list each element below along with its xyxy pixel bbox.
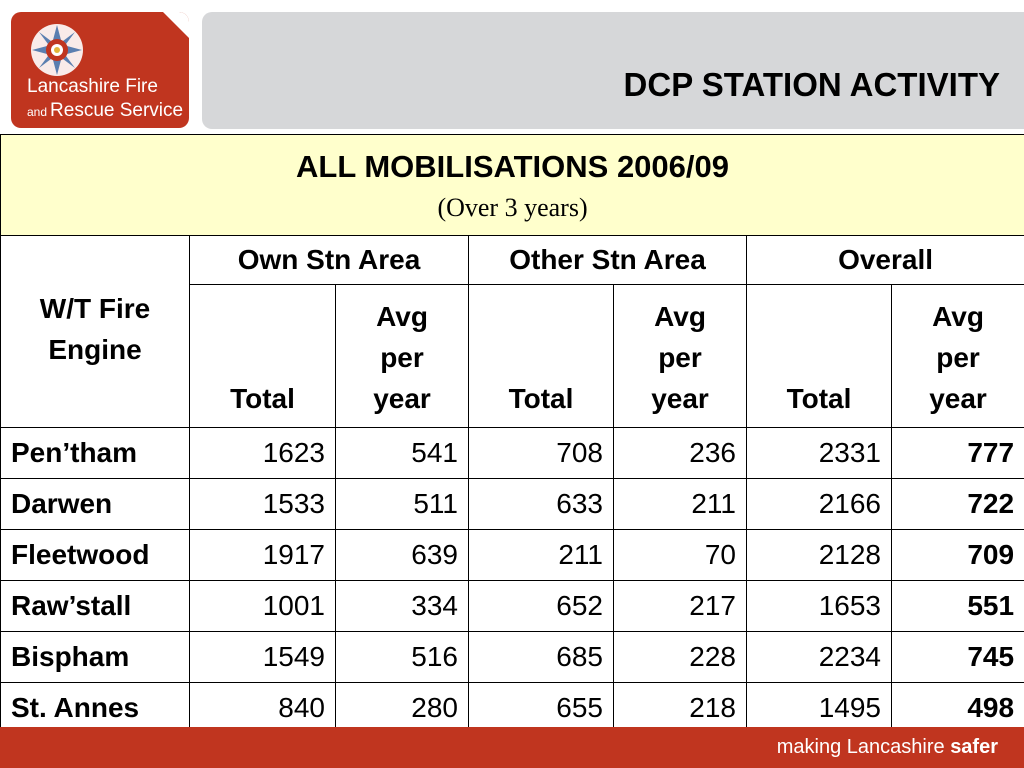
subheader-avg-line1: Avg (654, 301, 706, 332)
overall-avg-cell: 777 (890, 427, 1024, 479)
station-name: Raw’stall (0, 580, 190, 632)
own-total-cell: 840 (189, 682, 336, 734)
table-row: Fleetwood 1917 639 211 70 2128 709 (0, 529, 1024, 581)
station-name: Fleetwood (0, 529, 190, 581)
page-title: DCP STATION ACTIVITY (623, 66, 1000, 103)
logo-text-and: and (27, 105, 48, 119)
subheader-overall-total: Total (746, 284, 892, 428)
overall-avg-cell: 745 (890, 631, 1024, 683)
overall-avg-cell: 498 (890, 682, 1024, 734)
overall-total-cell: 2331 (746, 427, 892, 479)
station-name: St. Annes (0, 682, 190, 734)
own-avg-cell: 511 (335, 478, 469, 530)
footer-bar: making Lancashire safer (0, 727, 1024, 768)
subheader-avg-line3: year (373, 383, 431, 414)
subheader-own-avg: Avg per year (335, 284, 469, 428)
subheader-own-total: Total (189, 284, 336, 428)
other-avg-cell: 218 (613, 682, 747, 734)
other-avg-cell: 236 (613, 427, 747, 479)
table-caption-title: ALL MOBILISATIONS 2006/09 (296, 149, 730, 184)
mobilisations-table: ALL MOBILISATIONS 2006/09 (Over 3 years)… (0, 134, 1024, 734)
station-name: Bispham (0, 631, 190, 683)
footer-tagline-text: making Lancashire (776, 736, 945, 758)
overall-total-cell: 2128 (746, 529, 892, 581)
own-avg-cell: 639 (335, 529, 469, 581)
logo-text-line2: and Rescue Service (27, 100, 183, 122)
subheader-avg-line2: per (380, 342, 424, 373)
own-avg-cell: 280 (335, 682, 469, 734)
other-avg-cell: 70 (613, 529, 747, 581)
brand-logo: Lancashire Fire and Rescue Service (11, 12, 189, 128)
footer-tagline: making Lancashire safer (777, 736, 998, 759)
overall-total-cell: 1495 (746, 682, 892, 734)
overall-total-cell: 2166 (746, 478, 892, 530)
other-avg-cell: 217 (613, 580, 747, 632)
station-name: Darwen (0, 478, 190, 530)
own-total-cell: 1917 (189, 529, 336, 581)
logo-text-rescue-service: Rescue Service (50, 100, 184, 121)
other-avg-cell: 228 (613, 631, 747, 683)
other-total-cell: 655 (468, 682, 614, 734)
other-total-cell: 708 (468, 427, 614, 479)
own-avg-cell: 541 (335, 427, 469, 479)
overall-avg-cell: 709 (890, 529, 1024, 581)
table-row: Bispham 1549 516 685 228 2234 745 (0, 631, 1024, 683)
table-caption-subtitle: (Over 3 years) (437, 193, 588, 222)
overall-avg-cell: 551 (890, 580, 1024, 632)
logo-text-line1: Lancashire Fire (27, 76, 158, 97)
header-bar: DCP STATION ACTIVITY (202, 12, 1024, 129)
logo-corner-fold (163, 12, 189, 38)
table-caption: ALL MOBILISATIONS 2006/09 (Over 3 years) (0, 134, 1024, 236)
own-avg-cell: 516 (335, 631, 469, 683)
overall-total-cell: 2234 (746, 631, 892, 683)
subheader-avg-line3: year (929, 383, 987, 414)
overall-avg-cell: 722 (890, 478, 1024, 530)
own-total-cell: 1549 (189, 631, 336, 683)
own-total-cell: 1533 (189, 478, 336, 530)
own-total-cell: 1623 (189, 427, 336, 479)
subheader-other-avg: Avg per year (613, 284, 747, 428)
subheader-avg-line2: per (936, 342, 980, 373)
footer-tagline-bold: safer (950, 736, 998, 758)
rose-crest-icon (31, 24, 83, 76)
subheader-avg-line3: year (651, 383, 709, 414)
group-header-other: Other Stn Area (468, 235, 747, 285)
table-row: St. Annes 840 280 655 218 1495 498 (0, 682, 1024, 734)
table-row: Pen’tham 1623 541 708 236 2331 777 (0, 427, 1024, 479)
other-total-cell: 211 (468, 529, 614, 581)
overall-total-cell: 1653 (746, 580, 892, 632)
station-name: Pen’tham (0, 427, 190, 479)
other-total-cell: 633 (468, 478, 614, 530)
table-row: Darwen 1533 511 633 211 2166 722 (0, 478, 1024, 530)
other-total-cell: 652 (468, 580, 614, 632)
own-avg-cell: 334 (335, 580, 469, 632)
row-header-cell: W/T Fire Engine (0, 235, 190, 428)
subheader-overall-avg: Avg per year (890, 284, 1024, 428)
mobilisations-table-wrapper: ALL MOBILISATIONS 2006/09 (Over 3 years)… (0, 134, 1024, 734)
table-row: Raw’stall 1001 334 652 217 1653 551 (0, 580, 1024, 632)
subheader-other-total: Total (468, 284, 614, 428)
subheader-avg-line1: Avg (376, 301, 428, 332)
other-total-cell: 685 (468, 631, 614, 683)
group-header-own: Own Stn Area (189, 235, 469, 285)
other-avg-cell: 211 (613, 478, 747, 530)
own-total-cell: 1001 (189, 580, 336, 632)
subheader-avg-line2: per (658, 342, 702, 373)
subheader-avg-line1: Avg (932, 301, 984, 332)
group-header-overall: Overall (745, 235, 1024, 285)
